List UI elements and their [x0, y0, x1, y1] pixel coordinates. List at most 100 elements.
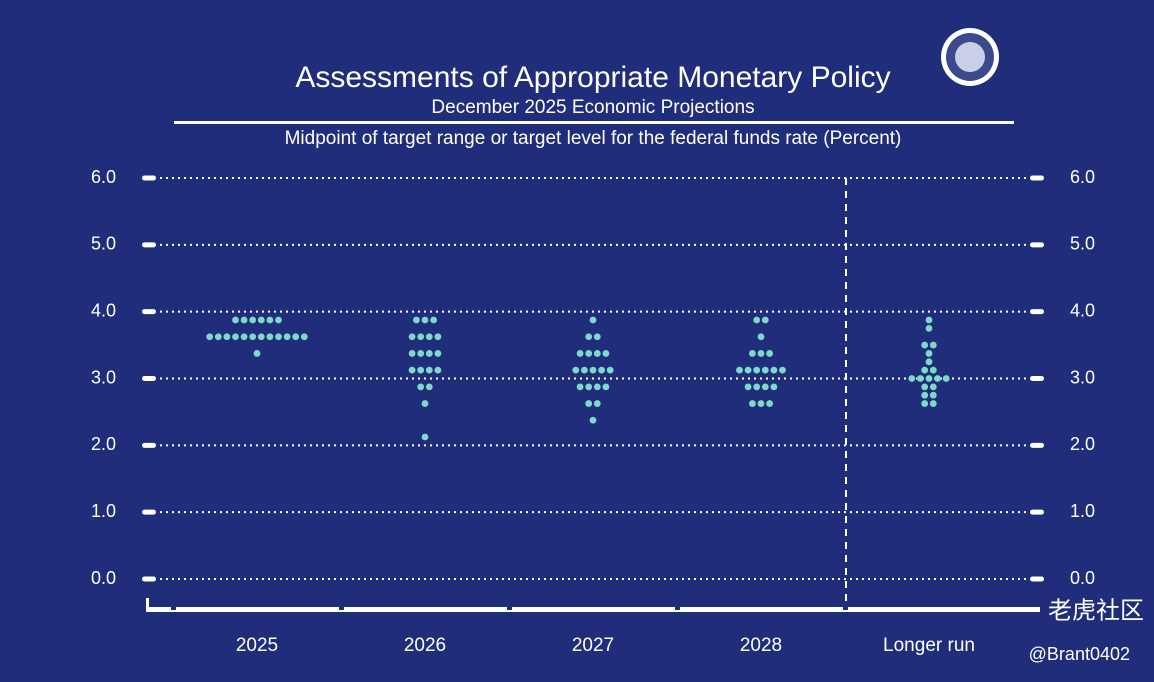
y2-tick-label: 5.0 [1070, 234, 1095, 254]
dot [744, 366, 752, 374]
dot [232, 316, 239, 324]
dot [921, 383, 929, 391]
title-rule [174, 121, 1014, 124]
dot [300, 333, 308, 341]
x-tick-label: 2026 [404, 635, 446, 656]
dot [417, 366, 425, 374]
x-tick-label: 2025 [236, 635, 278, 656]
y2-tick-label: 2.0 [1070, 434, 1095, 454]
y-tick [142, 309, 156, 315]
chart-title: Assessments of Appropriate Monetary Poli… [295, 61, 890, 94]
dot [585, 333, 593, 341]
y-tick-label: 2.0 [91, 434, 116, 454]
x-tick [171, 606, 176, 610]
y-tick-label: 5.0 [91, 234, 116, 254]
dot [214, 333, 222, 341]
dot [425, 350, 433, 357]
y2-tick [1030, 309, 1044, 315]
dot [249, 316, 257, 324]
dot [921, 341, 929, 349]
dot [921, 400, 929, 407]
dot [929, 383, 937, 391]
dot [753, 383, 761, 391]
dot [425, 383, 433, 391]
dot [753, 366, 761, 374]
dot [275, 333, 282, 341]
dot [602, 383, 610, 391]
dot [408, 366, 416, 374]
x-tick [507, 606, 512, 610]
y-tick [142, 242, 156, 248]
dot [761, 366, 769, 374]
dot [417, 333, 425, 341]
y2-tick [1030, 175, 1044, 181]
dot [425, 333, 433, 341]
dot [929, 400, 937, 407]
dot [761, 316, 769, 324]
seal [941, 28, 999, 86]
dot [413, 316, 420, 324]
y-tick [142, 509, 156, 515]
dot [770, 383, 778, 391]
dot [921, 366, 929, 374]
dot [766, 350, 773, 357]
dot [434, 333, 442, 341]
y-tick-label: 4.0 [91, 300, 116, 320]
dot [232, 333, 239, 341]
dot [917, 375, 924, 382]
dot [749, 350, 756, 357]
y2-tick [1030, 442, 1044, 448]
dot [593, 333, 601, 341]
y-tick-label: 0.0 [91, 568, 116, 588]
dot [572, 366, 580, 374]
dot [766, 400, 773, 407]
x-tick-label: Longer run [883, 635, 975, 656]
y2-tick [1030, 509, 1044, 515]
x-tick-label: 2028 [740, 635, 782, 656]
dot [408, 333, 416, 341]
dot [589, 416, 597, 424]
dot [421, 316, 429, 324]
dot [249, 333, 257, 341]
dot [257, 333, 265, 341]
dot [581, 366, 588, 374]
dot [925, 324, 933, 332]
y-tick-label: 3.0 [91, 367, 116, 387]
x-tick [339, 606, 344, 610]
dot [749, 400, 756, 407]
dot [223, 333, 231, 341]
x-axis-line [146, 607, 1040, 612]
dot [770, 366, 778, 374]
dot [779, 366, 786, 374]
dot [744, 383, 752, 391]
y2-tick [1030, 376, 1044, 381]
y-tick [142, 442, 156, 448]
dot [925, 350, 933, 357]
x-tick-label: 2027 [572, 635, 614, 656]
dot [757, 350, 765, 357]
dot [240, 333, 248, 341]
y-axis-label: Midpoint of target range or target level… [285, 128, 902, 149]
dot [598, 366, 605, 374]
dot [908, 375, 916, 382]
dot [934, 375, 941, 382]
y2-tick-label: 3.0 [1070, 367, 1095, 387]
dot [417, 350, 425, 357]
dot [434, 366, 442, 374]
dot [929, 391, 937, 399]
x-tick [843, 606, 848, 610]
y-tick-label: 6.0 [91, 167, 116, 187]
dot [929, 341, 937, 349]
dot [408, 350, 416, 357]
y-tick-label: 1.0 [91, 501, 116, 521]
dot [434, 350, 442, 357]
dot [576, 350, 584, 357]
y-tick [142, 576, 156, 582]
dot [589, 316, 597, 324]
dot [757, 400, 765, 407]
dot [283, 333, 291, 341]
x-axis-end [146, 598, 149, 612]
y2-tick-label: 1.0 [1070, 501, 1095, 521]
